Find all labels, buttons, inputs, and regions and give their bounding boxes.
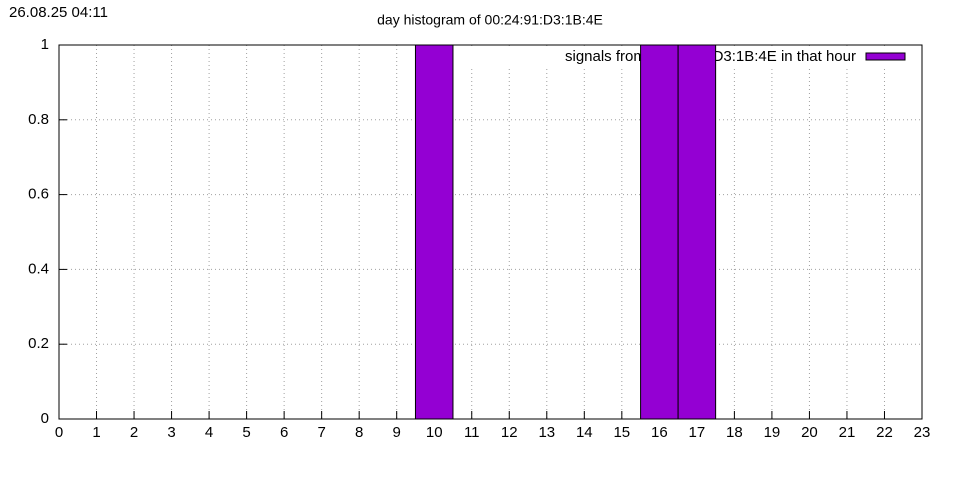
- bar: [414, 44, 454, 420]
- y-tick-label: 1: [41, 36, 49, 53]
- x-tick-label: 6: [280, 424, 288, 441]
- x-tick-label: 14: [576, 424, 593, 441]
- x-tick-label: 7: [317, 424, 325, 441]
- x-tick-label: 0: [55, 424, 63, 441]
- x-tick-label: 16: [651, 424, 668, 441]
- x-tick-label: 12: [501, 424, 518, 441]
- x-tick-label: 22: [876, 424, 893, 441]
- bar: [640, 44, 679, 420]
- x-tick-label: 13: [538, 424, 555, 441]
- x-tick-label: 10: [426, 424, 443, 441]
- y-tick-label: 0.4: [28, 260, 49, 277]
- y-tick-label: 0.8: [28, 111, 49, 128]
- y-tick-label: 0.2: [28, 335, 49, 352]
- y-tick-label: 0.6: [28, 186, 49, 203]
- x-tick-label: 20: [801, 424, 818, 441]
- x-tick-label: 23: [914, 424, 931, 441]
- y-tick-label: 0: [41, 410, 49, 427]
- x-tick-label: 1: [92, 424, 100, 441]
- x-tick-label: 3: [167, 424, 175, 441]
- x-tick-label: 15: [613, 424, 630, 441]
- x-tick-label: 17: [689, 424, 706, 441]
- x-tick-label: 2: [130, 424, 138, 441]
- x-tick-label: 21: [839, 424, 856, 441]
- timestamp: 26.08.25 04:11: [9, 4, 108, 21]
- bar: [677, 44, 717, 420]
- x-tick-label: 8: [355, 424, 363, 441]
- plot-border: [58, 44, 923, 420]
- x-tick-label: 11: [464, 424, 480, 441]
- chart-title: day histogram of 00:24:91:D3:1B:4E: [377, 12, 603, 28]
- x-tick-label: 9: [393, 424, 401, 441]
- x-tick-label: 18: [726, 424, 743, 441]
- x-tick-label: 19: [764, 424, 781, 441]
- legend-swatch: [865, 52, 906, 61]
- x-tick-label: 5: [242, 424, 250, 441]
- x-tick-label: 4: [205, 424, 213, 441]
